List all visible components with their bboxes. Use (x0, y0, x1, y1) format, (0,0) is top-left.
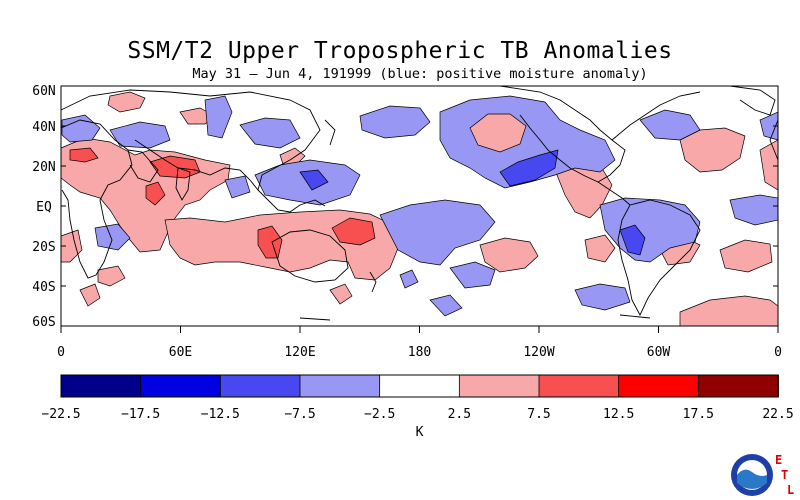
colorbar-tick-label: −12.5 (201, 407, 240, 422)
anomaly-patch (204, 95, 233, 139)
anomaly-patch (584, 234, 616, 263)
anomaly-patch (639, 109, 701, 141)
colorbar-swatch (219, 374, 301, 398)
colorbar-tick-label: 12.5 (603, 407, 634, 422)
noaa-emblem-icon: NOAA E T L (731, 453, 794, 497)
coastline-north-america-east (611, 91, 701, 141)
latitude-axis: 60N 40N 20N EQ 20S 40S 60S (32, 84, 778, 330)
lat-label: 20N (32, 160, 55, 175)
colorbar-swatch (697, 374, 779, 398)
anomaly-patch (107, 91, 146, 113)
logo-wave (737, 469, 767, 489)
colorbar-tick-label: −7.5 (284, 407, 315, 422)
anomaly-core (257, 225, 283, 259)
coastline-africa (60, 119, 133, 279)
anomaly-patch (97, 265, 126, 287)
anomaly-patch (679, 127, 746, 173)
colorbar-ticks: −22.5 −17.5 −12.5 −7.5 −2.5 2.5 7.5 12.5 17.5 22.… (41, 407, 793, 422)
colorbar-swatch (379, 374, 461, 398)
anomaly-patch (479, 237, 539, 273)
colorbar-tick-label: −22.5 (41, 407, 80, 422)
strong-positive-regions (69, 147, 376, 259)
anomaly-patch (109, 121, 171, 149)
lat-label: 20S (32, 240, 55, 255)
anomaly-patch (399, 269, 419, 289)
chart-title: SSM/T2 Upper Tropospheric TB Anomalies (127, 38, 673, 64)
colorbar-tick-label: 2.5 (448, 407, 471, 422)
lon-label: 0 (774, 345, 782, 360)
anomaly-patch (79, 283, 101, 307)
coastlines (60, 85, 779, 321)
coastline-south-america (617, 199, 701, 317)
colorbar-swatch (458, 374, 540, 398)
anomaly-patch (429, 294, 463, 317)
logo-letter-l: L (787, 483, 794, 497)
anomaly-core (331, 217, 376, 246)
lat-label: 60N (32, 84, 55, 99)
colorbar-tick-label: 22.5 (762, 407, 793, 422)
coastline-seasia (257, 189, 326, 213)
coastline-japan (324, 119, 336, 146)
colorbar-tick-label: −2.5 (364, 407, 395, 422)
coastline-arabia (127, 149, 159, 183)
anomaly-core (619, 224, 646, 256)
coastline-eurasia (60, 89, 321, 191)
anomaly-core (299, 169, 329, 191)
colorbar-tick-label: 7.5 (527, 407, 550, 422)
lon-label: 180 (408, 345, 431, 360)
coastline-nz (369, 271, 377, 293)
anomaly-patch (379, 199, 496, 266)
lon-label: 0 (57, 345, 65, 360)
anomaly-core (499, 149, 559, 187)
strong-negative-regions (299, 149, 646, 256)
colorbar-tick-label: −17.5 (121, 407, 160, 422)
lat-label: 60S (32, 315, 55, 330)
anomaly-patch (94, 223, 131, 251)
coastline-greenland (729, 85, 776, 116)
map-area (60, 85, 779, 327)
coastline-antarctic-edge (299, 314, 651, 321)
colorbar-tick-label: 17.5 (683, 407, 714, 422)
longitude-axis: 0 60E 120E 180 120W 60W 0 (57, 326, 782, 360)
lat-label: 40N (32, 120, 55, 135)
lon-label: 60W (647, 345, 671, 360)
coastline-australia (271, 229, 349, 283)
anomaly-core (145, 181, 166, 206)
anomaly-patch (449, 261, 496, 289)
anomaly-patch (574, 283, 631, 311)
colorbar-swatch (618, 374, 700, 398)
colorbar-swatches (60, 374, 779, 398)
chart-subtitle: May 31 – Jun 4, 191999 (blue: positive m… (192, 66, 648, 82)
colorbar-swatch (299, 374, 381, 398)
colorbar: −22.5 −17.5 −12.5 −7.5 −2.5 2.5 7.5 12.5 17.5 22.… (41, 374, 794, 440)
lon-label: 60E (169, 345, 192, 360)
lon-label: 120W (523, 345, 554, 360)
logo-letter-t: T (781, 468, 788, 482)
anomaly-patch (719, 239, 773, 273)
colorbar-swatch (140, 374, 222, 398)
anomaly-patch (439, 95, 616, 189)
lat-label: EQ (36, 200, 52, 215)
logo-letter-e: E (775, 453, 782, 467)
colorbar-frame (60, 374, 779, 398)
colorbar-swatch (538, 374, 620, 398)
colorbar-unit: K (416, 425, 424, 440)
anomaly-patch (239, 117, 301, 149)
coastline-north-america (499, 85, 626, 183)
coastline-central-america (597, 181, 631, 206)
lon-label: 120E (284, 345, 315, 360)
coastline-europe-west (769, 119, 779, 161)
logo-text: NOAA (745, 462, 760, 469)
lat-label: 40S (32, 280, 55, 295)
coastline-india (175, 167, 191, 201)
anomaly-patch (329, 283, 353, 305)
colorbar-swatch (60, 374, 142, 398)
anomaly-patch (359, 105, 431, 139)
anomaly-patch (224, 175, 251, 199)
anomaly-core (69, 147, 99, 163)
